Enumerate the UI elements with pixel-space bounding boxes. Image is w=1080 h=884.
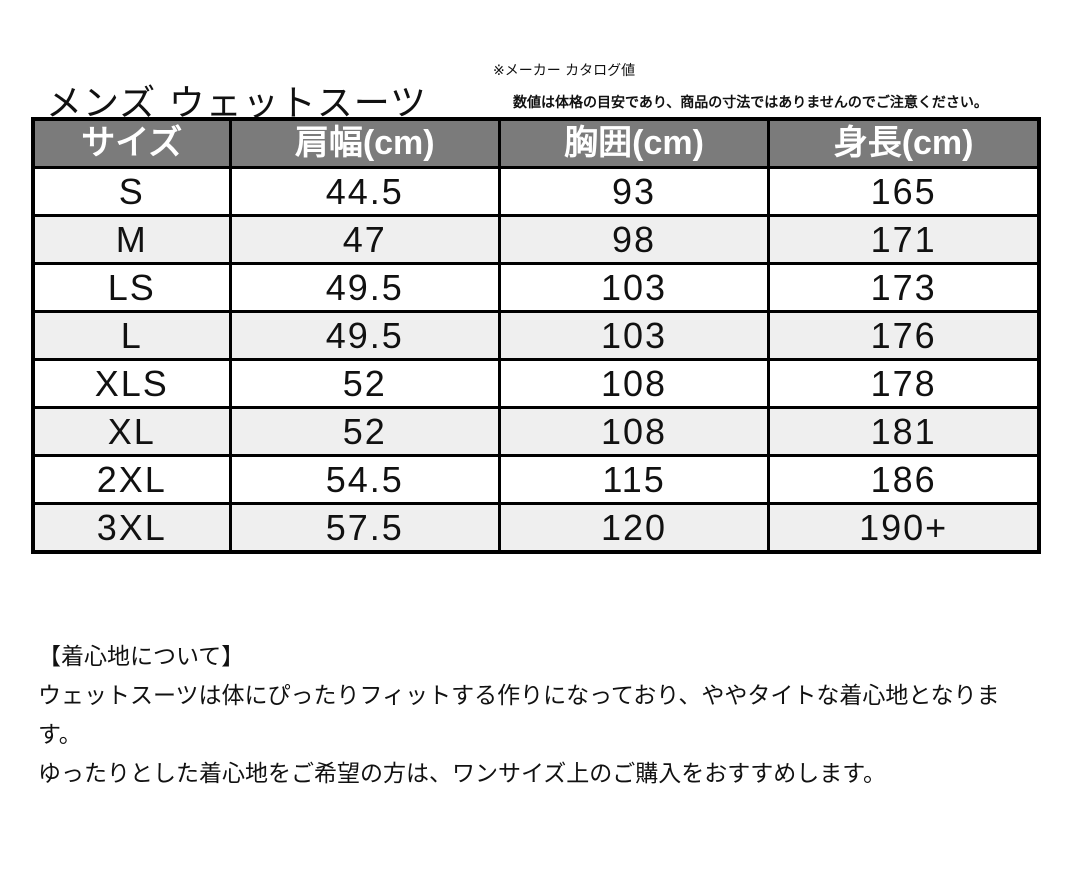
- table-cell: 44.5: [228, 166, 501, 217]
- fit-paragraph: ゆったりとした着心地をご希望の方は、ワンサイズ上のご購入をおすすめします。: [38, 761, 887, 787]
- fit-section: 【着心地について】 ウェットスーツは体にぴったりフィットする作りになっており、や…: [38, 638, 1028, 794]
- table-row: S 44.5 93 165: [31, 166, 1041, 217]
- table-cell: 103: [497, 310, 771, 361]
- fit-paragraph: ウェットスーツは体にぴったりフィットする作りになっており、ややタイトな着心地とな…: [38, 683, 1000, 748]
- table-cell: 3XL: [31, 502, 232, 554]
- note: 数値は体格の目安であり、商品の寸法ではありませんのでご注意ください。: [513, 95, 988, 111]
- table-cell: 178: [767, 358, 1041, 409]
- column-header: 胸囲(cm): [497, 117, 771, 169]
- note: ※メーカー カタログ値: [493, 63, 636, 79]
- column-header: 身長(cm): [767, 117, 1041, 169]
- table-cell: 181: [767, 406, 1041, 457]
- table-row: LS 49.5 103 173: [31, 262, 1041, 313]
- table-cell: 108: [497, 406, 771, 457]
- table-row: XL 52 108 181: [31, 406, 1041, 457]
- table-cell: M: [31, 214, 232, 265]
- size-table: サイズ 肩幅(cm) 胸囲(cm) 身長(cm) S 44.5 93 165 M 47 98 171 L…: [31, 117, 1041, 554]
- column-header: サイズ: [31, 117, 232, 169]
- table-cell: 93: [497, 166, 771, 217]
- table-cell: L: [31, 310, 232, 361]
- fit-heading: 【着心地について】: [38, 644, 245, 670]
- table-cell: 49.5: [228, 262, 501, 313]
- table-cell: 190+: [767, 502, 1041, 554]
- table-cell: 54.5: [228, 454, 501, 505]
- table-cell: 98: [497, 214, 771, 265]
- column-header: 肩幅(cm): [228, 117, 501, 169]
- table-cell: 52: [228, 358, 501, 409]
- table-row: XLS 52 108 178: [31, 358, 1041, 409]
- table-cell: 186: [767, 454, 1041, 505]
- table-cell: 49.5: [228, 310, 501, 361]
- table-row: L 49.5 103 176: [31, 310, 1041, 361]
- table-cell: 120: [497, 502, 771, 554]
- table-cell: 176: [767, 310, 1041, 361]
- table-row: 2XL 54.5 115 186: [31, 454, 1041, 505]
- table-cell: 57.5: [228, 502, 501, 554]
- table-cell: 165: [767, 166, 1041, 217]
- table-cell: 108: [497, 358, 771, 409]
- table-cell: 52: [228, 406, 501, 457]
- table-cell: 173: [767, 262, 1041, 313]
- table-cell: XLS: [31, 358, 232, 409]
- table-row: 3XL 57.5 120 190+: [31, 502, 1041, 554]
- table-cell: 115: [497, 454, 771, 505]
- table-cell: LS: [31, 262, 232, 313]
- table-cell: 47: [228, 214, 501, 265]
- table-cell: XL: [31, 406, 232, 457]
- table-cell: 171: [767, 214, 1041, 265]
- table-cell: 103: [497, 262, 771, 313]
- table-cell: 2XL: [31, 454, 232, 505]
- table-row: M 47 98 171: [31, 214, 1041, 265]
- header-row: サイズ 肩幅(cm) 胸囲(cm) 身長(cm): [31, 117, 1041, 169]
- table-cell: S: [31, 166, 232, 217]
